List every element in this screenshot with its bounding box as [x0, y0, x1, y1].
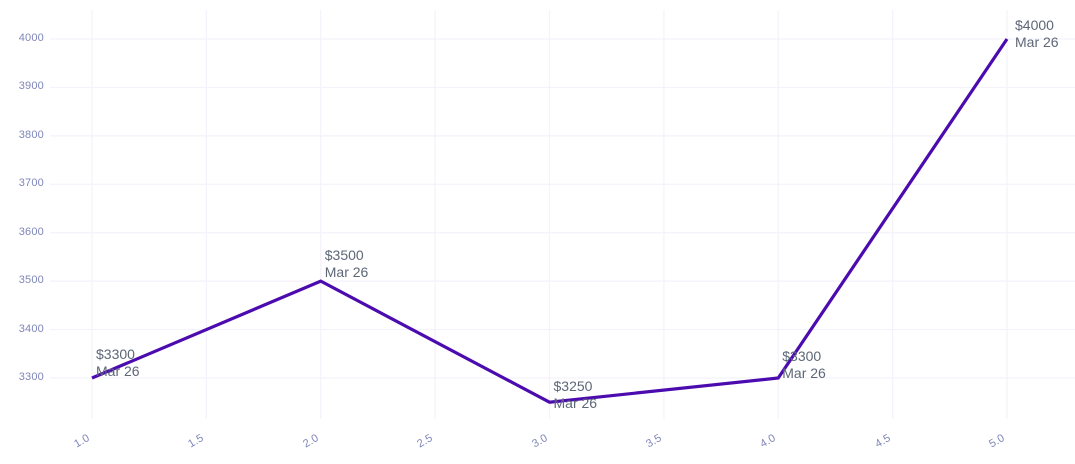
y-axis-tick-label: 3600 — [18, 225, 44, 238]
y-axis-tick-label: 3700 — [18, 177, 44, 190]
y-axis-tick-label: 3900 — [18, 80, 44, 93]
series-line-1 — [91, 38, 1009, 404]
y-axis-tick-label: 3500 — [18, 274, 44, 287]
y-axis-tick-label: 3800 — [18, 128, 44, 141]
series-line-group — [91, 38, 1009, 404]
y-axis-tick-label: 3300 — [18, 371, 44, 383]
grid-lines — [50, 10, 1075, 419]
y-axis-tick-label: 3400 — [18, 322, 44, 335]
y-axis-tick-label: 4000 — [18, 32, 44, 44]
